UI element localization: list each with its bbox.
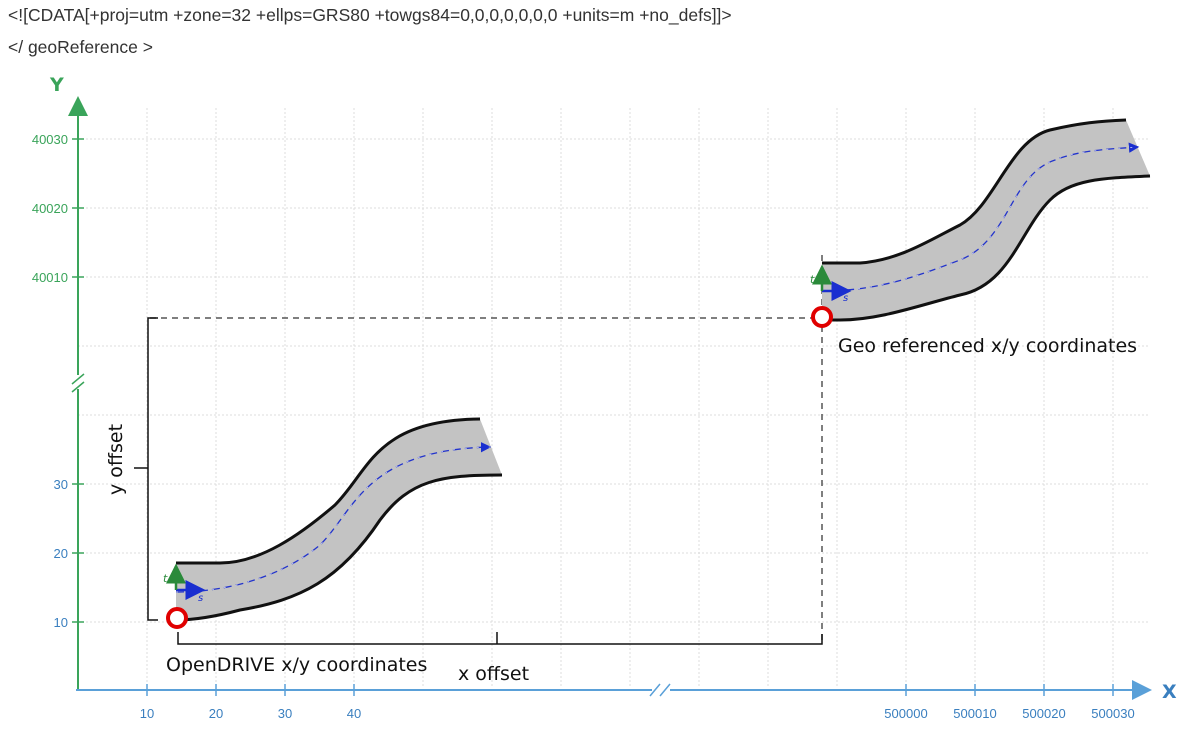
- t-axis-label: t: [810, 273, 815, 286]
- y-tick-label: 20: [54, 546, 68, 561]
- s-axis-label: s: [843, 293, 848, 304]
- y-tick-label: 40020: [32, 201, 68, 216]
- x-tick-label: 40: [347, 706, 361, 721]
- x-offset-bracket: [177, 632, 823, 645]
- x-offset-label: x offset: [458, 663, 529, 685]
- road-local: [166, 417, 503, 622]
- y-tick-label: 40010: [32, 270, 68, 285]
- georeference-closing-tag: </ geoReference >: [8, 37, 153, 57]
- georeferenced-coordinates-label: Geo referenced x/y coordinates: [838, 335, 1137, 357]
- proj-string-line: <![CDATA[+proj=utm +zone=32 +ellps=GRS80…: [8, 5, 732, 25]
- y-offset-bracket: [134, 317, 158, 621]
- x-tick-label: 20: [209, 706, 223, 721]
- x-tick-label: 500000: [884, 706, 927, 721]
- s-axis-label: s: [198, 593, 203, 604]
- opendrive-coordinates-label: OpenDRIVE x/y coordinates: [166, 654, 427, 676]
- geo-origin-marker: [811, 306, 833, 328]
- y-tick-label: 40030: [32, 132, 68, 147]
- local-origin-marker: [166, 607, 188, 629]
- x-tick-label: 30: [278, 706, 292, 721]
- x-tick-label: 500020: [1022, 706, 1065, 721]
- grid: [78, 108, 1150, 688]
- y-axis: [68, 96, 88, 690]
- x-tick-label: 10: [140, 706, 154, 721]
- y-offset-label: y offset: [105, 424, 127, 495]
- t-axis-label: t: [163, 572, 168, 585]
- y-axis-title: Y: [49, 74, 64, 96]
- x-axis: [76, 680, 1152, 700]
- y-tick-label: 10: [54, 615, 68, 630]
- x-tick-label: 500010: [953, 706, 996, 721]
- road-georeferenced: [812, 118, 1151, 322]
- x-tick-label: 500030: [1091, 706, 1134, 721]
- x-axis-title: X: [1162, 681, 1177, 703]
- y-tick-label: 30: [54, 477, 68, 492]
